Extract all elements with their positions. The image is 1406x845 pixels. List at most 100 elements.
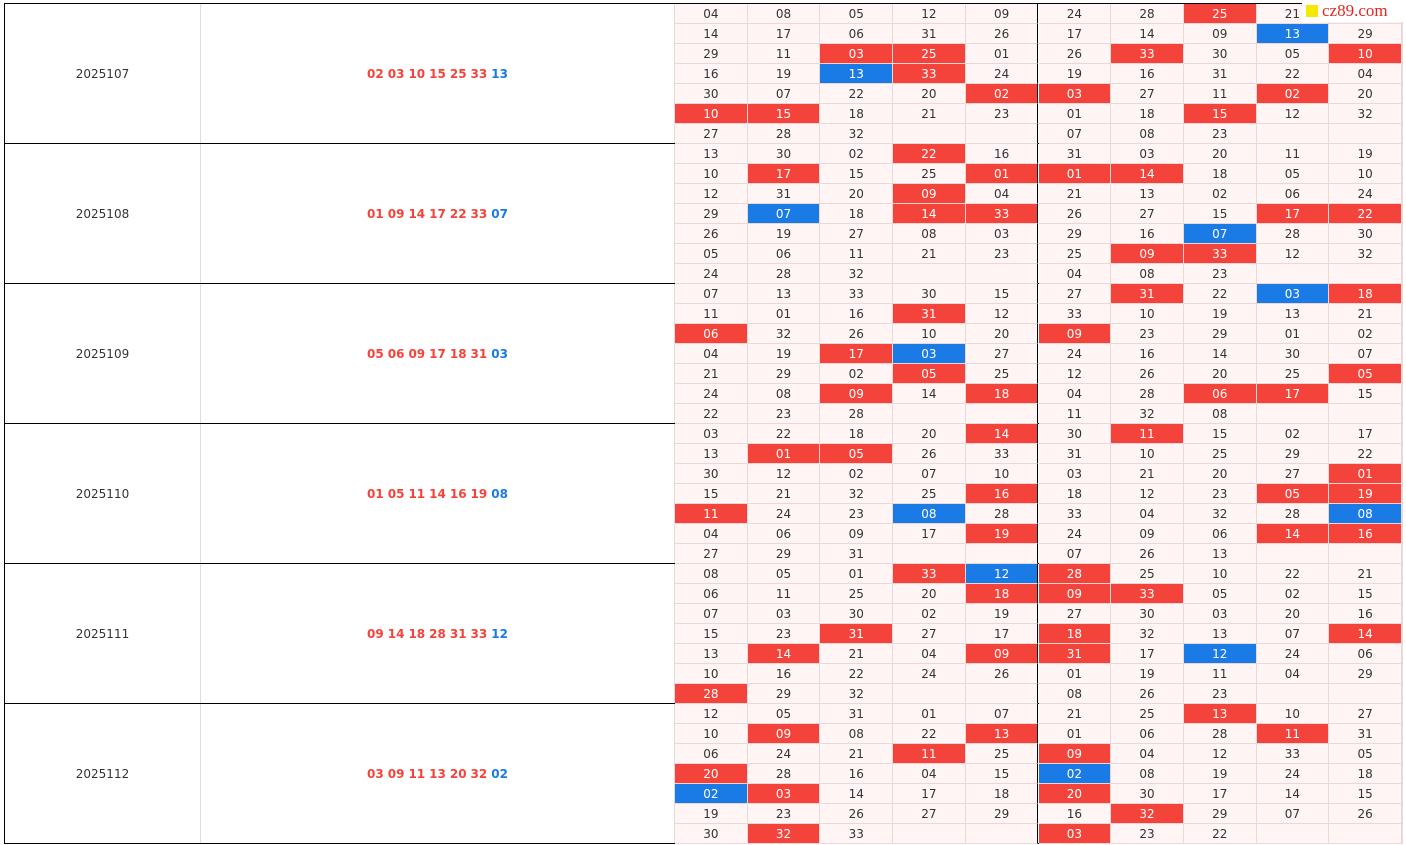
- number-cell: 28: [1111, 384, 1184, 404]
- number-cell: 33: [1038, 304, 1112, 324]
- number-cell: 12: [1183, 644, 1257, 664]
- number-cell: 21: [1038, 184, 1112, 204]
- number-cell: 23: [820, 504, 894, 524]
- number-cell: 06: [1183, 384, 1257, 404]
- number-cell: 29: [675, 204, 748, 224]
- number-cell: 24: [675, 384, 748, 404]
- watermark-text: cz89.com: [1322, 1, 1388, 20]
- number-cell: 12: [965, 304, 1039, 324]
- right-border: [1402, 3, 1403, 844]
- number-cell: 07: [675, 284, 748, 304]
- number-cell: 26: [820, 804, 894, 824]
- number-cell: 02: [1256, 84, 1330, 104]
- number-cell: 17: [1111, 644, 1184, 664]
- number-cell: 23: [965, 104, 1039, 124]
- red-ball: 15: [429, 66, 446, 81]
- red-ball: 11: [408, 766, 426, 781]
- number-cell: 24: [1038, 524, 1112, 544]
- number-cell: 03: [820, 44, 894, 64]
- number-cell: 33: [893, 64, 966, 84]
- number-cell: 09: [747, 724, 821, 744]
- number-cell: 14: [675, 24, 748, 44]
- number-cell: 24: [1256, 644, 1330, 664]
- number-cell: 15: [1329, 584, 1402, 604]
- number-cell: 30: [1329, 224, 1402, 244]
- number-cell: 05: [1256, 484, 1330, 504]
- red-ball: 09: [387, 206, 405, 221]
- red-ball: 05: [367, 346, 384, 361]
- number-cell: 07: [893, 464, 966, 484]
- number-cell: [893, 684, 966, 704]
- number-cell: 18: [965, 384, 1039, 404]
- number-cell: 14: [1329, 624, 1402, 644]
- number-cell: 12: [747, 464, 821, 484]
- number-cell: 05: [1329, 744, 1402, 764]
- number-cell: 12: [1038, 364, 1112, 384]
- number-cell: 07: [1256, 804, 1330, 824]
- number-cell: 25: [965, 744, 1039, 764]
- number-cell: 01: [1256, 324, 1330, 344]
- number-cell: 31: [1038, 144, 1112, 164]
- number-cell: 14: [1111, 164, 1184, 184]
- number-cell: 16: [965, 484, 1039, 504]
- number-cell: 12: [675, 704, 748, 724]
- number-cell: 26: [965, 664, 1039, 684]
- red-ball: 10: [408, 66, 426, 81]
- number-cell: 14: [893, 384, 966, 404]
- number-cell: 21: [820, 644, 894, 664]
- number-cell: 33: [965, 204, 1039, 224]
- red-ball: 25: [449, 66, 467, 81]
- number-cell: 13: [675, 644, 748, 664]
- number-cell: 13: [747, 284, 821, 304]
- number-cell: 06: [820, 24, 894, 44]
- blue-ball: 13: [491, 66, 508, 81]
- number-cell: 32: [820, 264, 894, 284]
- number-cell: [893, 124, 966, 144]
- number-cell: 03: [1183, 604, 1257, 624]
- red-ball: 16: [449, 486, 467, 501]
- number-cell: 13: [675, 144, 748, 164]
- number-cell: 29: [1256, 444, 1330, 464]
- number-cell: 11: [1111, 424, 1184, 444]
- number-cell: 13: [1183, 704, 1257, 724]
- number-cell: 09: [965, 4, 1039, 24]
- number-cell: 33: [893, 564, 966, 584]
- number-cell: 08: [675, 564, 748, 584]
- number-cell: 29: [1038, 224, 1112, 244]
- draw-numbers: 09 14 18 28 31 33 12: [201, 564, 675, 703]
- number-cell: 24: [1329, 184, 1402, 204]
- number-cell: 21: [1038, 704, 1112, 724]
- number-cell: 21: [893, 244, 966, 264]
- draw-numbers: 03 09 11 13 20 32 02: [201, 704, 675, 843]
- number-cell: 02: [820, 464, 894, 484]
- number-cell: 32: [1111, 624, 1184, 644]
- number-cell: 28: [675, 684, 748, 704]
- number-cell: 01: [1329, 464, 1402, 484]
- number-cell: 01: [747, 304, 821, 324]
- number-cell: 05: [675, 244, 748, 264]
- top-border: [4, 3, 1402, 4]
- number-cell: 18: [1111, 104, 1184, 124]
- number-cell: 19: [747, 344, 821, 364]
- number-cell: 13: [1183, 624, 1257, 644]
- number-cell: 02: [1256, 424, 1330, 444]
- number-cell: 08: [1111, 264, 1184, 284]
- number-cell: 14: [747, 644, 821, 664]
- number-cell: 08: [893, 224, 966, 244]
- number-cell: 20: [1183, 464, 1257, 484]
- number-cell: 08: [747, 4, 821, 24]
- number-cell: 21: [893, 104, 966, 124]
- number-cell: 17: [893, 784, 966, 804]
- number-cell: [965, 264, 1039, 284]
- number-cell: 15: [1183, 104, 1257, 124]
- number-cell: 07: [1183, 224, 1257, 244]
- number-cell: 29: [965, 804, 1039, 824]
- number-cell: 05: [1329, 364, 1402, 384]
- number-cell: 16: [1111, 344, 1184, 364]
- red-ball: 03: [387, 66, 405, 81]
- number-cell: 24: [1256, 764, 1330, 784]
- number-cell: 01: [747, 444, 821, 464]
- number-cell: 15: [1183, 424, 1257, 444]
- number-cell: 24: [747, 504, 821, 524]
